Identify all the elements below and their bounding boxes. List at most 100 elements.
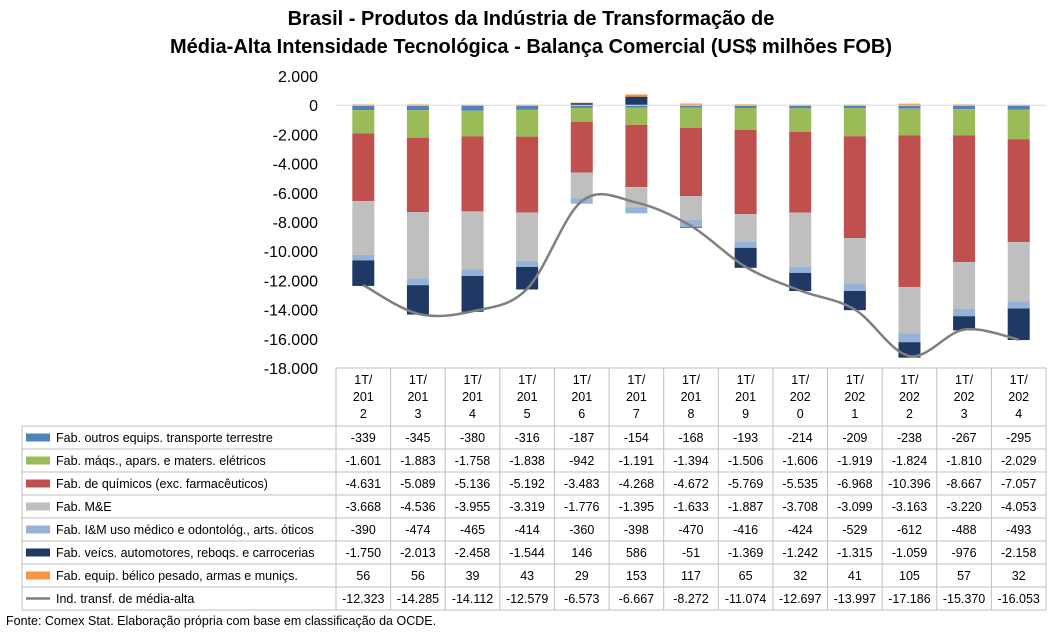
data-label: 586 [626, 546, 647, 560]
data-label: -3.668 [346, 500, 381, 514]
data-label: -209 [842, 431, 867, 445]
category-label: 1T/ [627, 373, 646, 387]
bar-segment [625, 96, 648, 106]
bar-segment [406, 137, 429, 213]
data-label: -1.394 [673, 454, 708, 468]
bar-segment [953, 109, 976, 136]
data-label: -390 [351, 523, 376, 537]
data-label: -8.272 [673, 592, 708, 606]
data-label: -1.369 [728, 546, 763, 560]
bar-segment [461, 105, 484, 111]
data-label: -4.672 [673, 477, 708, 491]
data-label: 56 [356, 569, 370, 583]
data-label: -14.112 [452, 592, 494, 606]
chart-title-line-2: Média-Alta Intensidade Tecnológica - Bal… [169, 36, 892, 58]
data-label: -1.776 [564, 500, 599, 514]
y-tick-label: -18.000 [264, 361, 318, 378]
data-label: -1.633 [673, 500, 708, 514]
bar-segment [1007, 308, 1030, 341]
bar-segment [352, 254, 375, 261]
bar-segment [953, 262, 976, 310]
series-line [362, 192, 1019, 358]
category-label: 1T/ [409, 373, 428, 387]
data-label: -1.838 [509, 454, 544, 468]
bar-segment [570, 172, 593, 199]
category-label: 4 [469, 407, 476, 421]
data-label: -465 [460, 523, 485, 537]
legend-label: Fab. veícs. automotores, reboqs. e carro… [56, 546, 314, 560]
category-label: 202 [1008, 390, 1029, 404]
bar-segment [1007, 105, 1030, 110]
category-label: 4 [1015, 407, 1022, 421]
bar-segment [406, 110, 429, 138]
bar-segment [461, 136, 484, 212]
data-label: -1.315 [837, 546, 872, 560]
data-label: -13.997 [834, 592, 876, 606]
data-label: -339 [351, 431, 376, 445]
bar-segment [570, 102, 593, 104]
data-label: 146 [571, 546, 592, 560]
data-label: -5.136 [455, 477, 490, 491]
bar-segment [352, 110, 375, 134]
category-label: 202 [899, 390, 920, 404]
source-note: Fonte: Comex Stat. Elaboração própria co… [6, 614, 437, 628]
category-label: 201 [517, 390, 538, 404]
bar-segment [406, 278, 429, 286]
category-label: 1T/ [900, 373, 919, 387]
legend-label: Fab. I&M uso médico e odontológ., arts. … [56, 523, 314, 537]
bar-segment [953, 135, 976, 263]
bar-segment [625, 207, 648, 214]
bar-segment [898, 135, 921, 288]
bar-segment [789, 105, 812, 109]
data-label: -10.396 [888, 477, 930, 491]
bar-segment [516, 212, 539, 261]
data-label: -4.536 [400, 500, 435, 514]
bar-segment [406, 105, 429, 111]
data-label: -12.579 [506, 592, 548, 606]
bar-segment [570, 103, 593, 106]
data-label: -168 [678, 431, 703, 445]
data-label: -4.053 [1001, 500, 1036, 514]
legend-key [26, 479, 50, 488]
data-label: -17.186 [888, 592, 930, 606]
data-label: -6.667 [619, 592, 654, 606]
data-label: -1.606 [783, 454, 818, 468]
data-label: -1.506 [728, 454, 763, 468]
bar-segment [843, 136, 866, 239]
data-label: -4.268 [619, 477, 654, 491]
bar-segment [898, 287, 921, 334]
data-label: -16.053 [997, 592, 1039, 606]
legend-label: Fab. máqs., apars. e maters. elétricos [56, 454, 266, 468]
y-tick-label: -8.000 [273, 215, 318, 232]
category-label: 201 [626, 390, 647, 404]
bar-segment [570, 107, 593, 122]
category-label: 202 [844, 390, 865, 404]
legend-label: Fab. equip. bélico pesado, armas e muniç… [56, 569, 298, 583]
data-label: -1.750 [346, 546, 381, 560]
y-tick-label: -16.000 [264, 332, 318, 349]
data-label: -3.099 [837, 500, 872, 514]
data-label: -2.458 [455, 546, 490, 560]
data-label: -6.968 [837, 477, 872, 491]
chart-title-line-1: Brasil - Produtos da Indústria de Transf… [287, 8, 775, 30]
bar-segment [789, 108, 812, 132]
data-label: -51 [682, 546, 700, 560]
category-label: 1T/ [955, 373, 974, 387]
data-label: -1.395 [619, 500, 654, 514]
category-label: 201 [462, 390, 483, 404]
data-label: 32 [793, 569, 807, 583]
data-label: -1.824 [892, 454, 927, 468]
bar-segment [625, 105, 648, 108]
data-label: 153 [626, 569, 647, 583]
data-label: -1.191 [619, 454, 654, 468]
data-label: -1.242 [783, 546, 818, 560]
category-label: 1T/ [791, 373, 810, 387]
bar-segment [625, 94, 648, 97]
data-label: -6.573 [564, 592, 599, 606]
data-label: 117 [681, 569, 701, 583]
data-label: -4.631 [346, 477, 381, 491]
legend-label: Fab. M&E [56, 500, 112, 514]
data-label: -424 [788, 523, 813, 537]
data-label: -360 [569, 523, 594, 537]
